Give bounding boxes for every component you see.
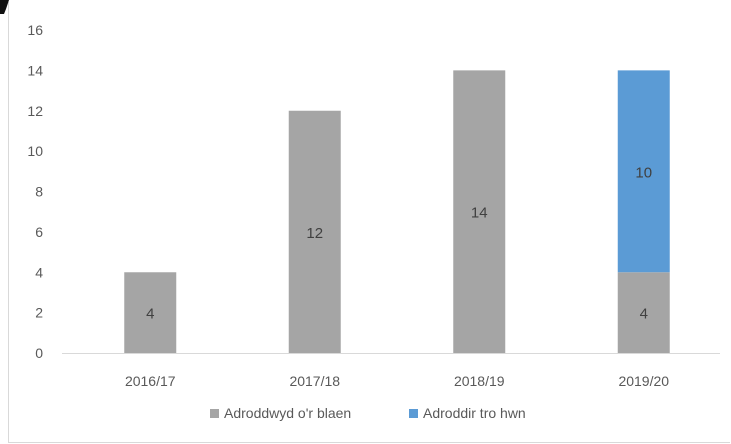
y-tick-label: 6 — [35, 224, 43, 240]
data-label: 4 — [146, 306, 154, 323]
x-tick-label: 2017/18 — [289, 373, 340, 389]
legend-swatch — [210, 409, 219, 418]
bars: 4 12 14 4 10 — [124, 70, 670, 353]
data-label: 4 — [640, 306, 648, 323]
y-tick-label: 14 — [27, 62, 43, 78]
y-axis: 0 2 4 6 8 10 12 14 16 — [27, 22, 43, 361]
y-tick-label: 4 — [35, 264, 43, 280]
legend-label: Adroddwyd o'r blaen — [224, 405, 351, 421]
y-tick-label: 0 — [35, 345, 43, 361]
legend: Adroddwyd o'r blaen Adroddir tro hwn — [210, 405, 526, 421]
x-tick-label: 2019/20 — [618, 373, 669, 389]
y-tick-label: 2 — [35, 305, 43, 321]
y-tick-label: 12 — [27, 103, 43, 119]
x-axis: 2016/17 2017/18 2018/19 2019/20 — [62, 354, 720, 390]
data-label: 12 — [306, 225, 323, 242]
y-tick-label: 10 — [27, 143, 43, 159]
legend-swatch — [409, 409, 418, 418]
corner-artifact — [0, 0, 9, 14]
x-tick-label: 2016/17 — [125, 373, 176, 389]
data-label: 10 — [635, 164, 652, 181]
legend-label: Adroddir tro hwn — [423, 405, 526, 421]
data-label: 14 — [471, 205, 488, 222]
x-tick-label: 2018/19 — [454, 373, 505, 389]
y-tick-label: 8 — [35, 184, 43, 200]
y-tick-label: 16 — [27, 22, 43, 38]
